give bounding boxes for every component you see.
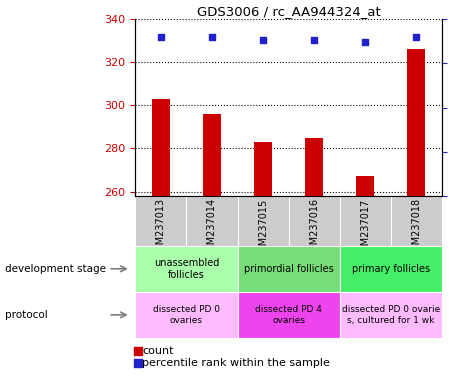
Bar — [152, 99, 170, 196]
Text: primordial follicles: primordial follicles — [244, 264, 334, 274]
Text: unassembled
follicles: unassembled follicles — [154, 258, 219, 280]
Text: GSM237015: GSM237015 — [258, 199, 268, 258]
Text: dissected PD 0
ovaries: dissected PD 0 ovaries — [153, 305, 220, 324]
Point — [157, 34, 165, 40]
Point — [362, 39, 369, 45]
Bar — [305, 138, 323, 196]
Bar — [135, 292, 238, 338]
Point — [208, 34, 216, 40]
Bar — [356, 177, 374, 196]
Text: GSM237018: GSM237018 — [411, 199, 421, 257]
Bar — [203, 114, 221, 196]
Bar — [238, 292, 340, 338]
Text: count: count — [142, 346, 174, 356]
Text: dissected PD 0 ovarie
s, cultured for 1 wk: dissected PD 0 ovarie s, cultured for 1 … — [342, 305, 440, 324]
Bar — [254, 142, 272, 196]
Point — [134, 348, 141, 354]
Bar — [135, 246, 238, 292]
Point — [134, 360, 141, 366]
Bar — [238, 246, 340, 292]
Text: GSM237014: GSM237014 — [207, 199, 217, 257]
Text: protocol: protocol — [5, 310, 47, 320]
Text: GSM237013: GSM237013 — [156, 199, 166, 257]
Bar — [340, 246, 442, 292]
Text: development stage: development stage — [5, 264, 106, 274]
Point — [311, 37, 318, 43]
Text: percentile rank within the sample: percentile rank within the sample — [142, 358, 330, 368]
Bar — [340, 292, 442, 338]
Text: primary follicles: primary follicles — [352, 264, 430, 274]
Point — [413, 34, 420, 40]
Point — [259, 37, 267, 43]
Text: GSM237016: GSM237016 — [309, 199, 319, 257]
Bar — [408, 50, 425, 196]
Title: GDS3006 / rc_AA944324_at: GDS3006 / rc_AA944324_at — [197, 5, 381, 18]
Text: dissected PD 4
ovaries: dissected PD 4 ovaries — [255, 305, 322, 324]
Text: GSM237017: GSM237017 — [360, 199, 370, 258]
